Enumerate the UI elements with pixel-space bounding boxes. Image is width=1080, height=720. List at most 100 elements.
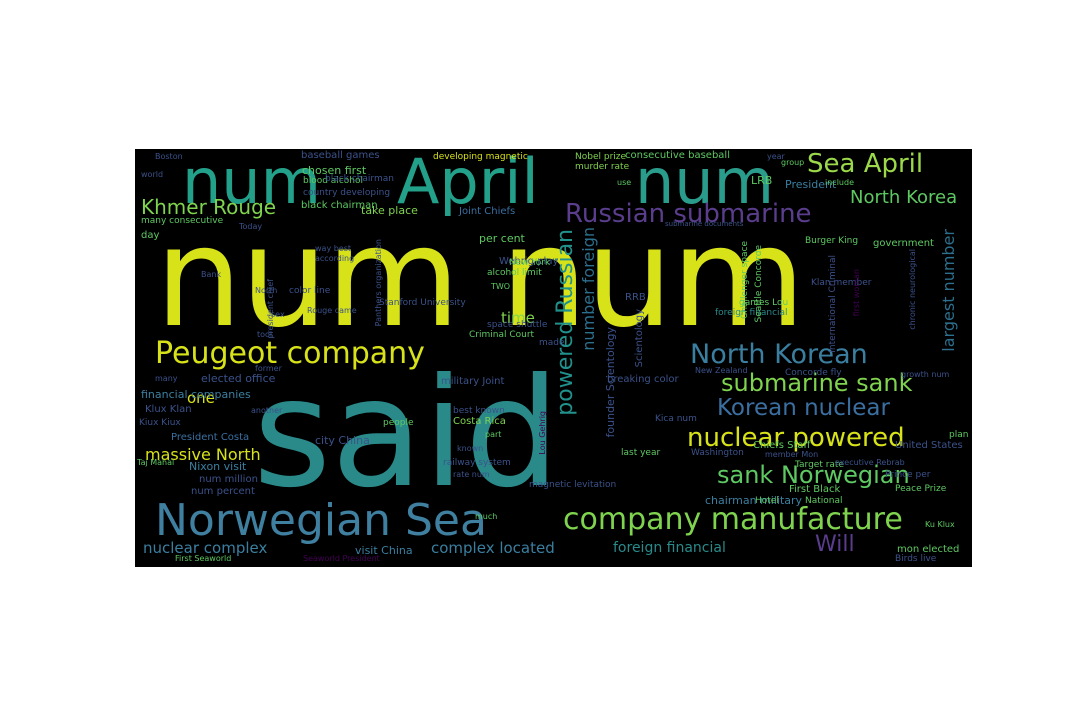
cloud-word: International Criminal (828, 255, 838, 353)
cloud-word: Nobel prize (575, 152, 627, 162)
cloud-word: Will (815, 532, 855, 557)
cloud-word: RRB (625, 292, 646, 303)
cloud-word: Norwegian Sea (155, 495, 487, 546)
cloud-word: made (539, 338, 565, 348)
cloud-word: Klan member (811, 278, 872, 288)
cloud-word: world (141, 170, 164, 179)
cloud-word: chosen first (302, 164, 367, 177)
cloud-word: Today (239, 222, 263, 231)
cloud-word: visit China (355, 544, 413, 557)
cloud-word: black chairman (325, 174, 394, 184)
cloud-word: Rouge came (307, 306, 357, 315)
cloud-word: year (767, 152, 785, 161)
cloud-word: according (315, 254, 355, 263)
word-cloud: num num said April num num Norwegian Sea… (135, 149, 972, 567)
cloud-word: city China (315, 434, 370, 447)
cloud-word: per cent (479, 232, 525, 245)
cloud-word: Chiefs Staff (753, 440, 811, 451)
cloud-word: number foreign (579, 227, 598, 351)
cloud-word: breaking color (607, 374, 679, 385)
cloud-word: Taj Mahal (137, 458, 175, 467)
cloud-word: Prince per (885, 470, 931, 480)
cloud-word: mon elected (897, 544, 960, 555)
cloud-word: space shuttle (487, 320, 548, 330)
cloud-word: Peace Prize (895, 484, 947, 494)
cloud-word: foreign financial (613, 540, 726, 556)
cloud-word: First Seaworld (175, 554, 232, 563)
cloud-word: TWO (491, 282, 511, 291)
cloud-word: complex located (431, 539, 555, 557)
cloud-word: Boston (155, 152, 183, 161)
cloud-word: use (617, 178, 632, 187)
cloud-word: executive Rebrab (835, 458, 905, 467)
cloud-word: North Korean (690, 339, 868, 370)
cloud-word: Bank (201, 270, 222, 279)
cloud-word: sank Norwegian (717, 461, 910, 489)
cloud-word: elected office (201, 372, 276, 385)
cloud-word: North Korea (850, 187, 958, 208)
cloud-word: include (825, 178, 854, 187)
cloud-word: Hotel (755, 496, 779, 506)
cloud-word: railway system (443, 458, 511, 468)
cloud-word: Scientology (634, 309, 645, 368)
cloud-word: blood alcohol (303, 176, 363, 186)
cloud-word: Nixon visit (189, 460, 247, 473)
cloud-word: Birds live (895, 554, 937, 564)
cloud-word: baseball games (301, 150, 380, 161)
cloud-word: magnetic levitation (529, 480, 617, 490)
cloud-word: company manufacture (563, 502, 903, 537)
cloud-word: num (635, 149, 774, 218)
cloud-word: Sea April (807, 149, 924, 179)
cloud-word: first woman (852, 269, 861, 317)
cloud-word: much (475, 512, 498, 521)
cloud-word: known (457, 444, 484, 453)
cloud-word: best known (453, 406, 505, 416)
cloud-word: Target rate (795, 460, 844, 470)
cloud-word: color line (289, 286, 331, 296)
cloud-word: United States (895, 440, 963, 451)
cloud-word: num million (199, 474, 258, 485)
cloud-word: last year (621, 448, 661, 458)
cloud-word: another (251, 406, 283, 415)
cloud-word: plan (949, 430, 969, 440)
cloud-word: military Joint (441, 376, 505, 387)
cloud-word: Kica num (655, 414, 697, 424)
cloud-word: num percent (191, 486, 255, 497)
cloud-word: consecutive baseball (625, 150, 730, 161)
cloud-word: North (255, 286, 278, 295)
cloud-word: Burger King (805, 236, 859, 246)
cloud-word: Klux Klan (145, 404, 192, 415)
cloud-word: submarine documents (665, 220, 744, 228)
cloud-word: National (805, 496, 843, 506)
cloud-word: Seattle Concorde (754, 245, 764, 323)
cloud-word: part (485, 430, 502, 439)
cloud-word: rate num (453, 470, 490, 479)
cloud-word: people (383, 418, 414, 428)
cloud-word: former (255, 364, 282, 373)
cloud-word: tool (257, 330, 273, 339)
cloud-word: time (501, 309, 535, 327)
cloud-word: financial companies (141, 388, 251, 401)
cloud-word: many (155, 374, 178, 383)
cloud-word: submarine sank (721, 369, 913, 397)
cloud-word: said (253, 347, 560, 521)
cloud-word: chairman military (705, 494, 803, 507)
cloud-word: LRB (751, 174, 773, 187)
cloud-word: Seaworld President (303, 554, 380, 563)
cloud-word: murder rate (575, 162, 630, 172)
cloud-word: foreign financial (715, 308, 788, 318)
cloud-word: New York (509, 258, 551, 268)
cloud-word: nuclear powered (687, 423, 905, 453)
cloud-word: Wehrig play (499, 256, 559, 267)
cloud-word: Joint Chiefs (459, 206, 516, 217)
cloud-word: day (141, 230, 160, 241)
cloud-word: nuclear complex (143, 539, 268, 557)
cloud-word: Panthers organization (374, 239, 383, 327)
cloud-word: massive North (145, 445, 261, 464)
cloud-word: growth num (901, 370, 950, 379)
cloud-word: black chairman (301, 200, 378, 211)
cloud-word: largest number (939, 229, 958, 352)
cloud-word: chronic neurological (908, 249, 917, 330)
cloud-word: Korean nuclear (717, 395, 890, 421)
cloud-word: First Black (789, 484, 841, 495)
